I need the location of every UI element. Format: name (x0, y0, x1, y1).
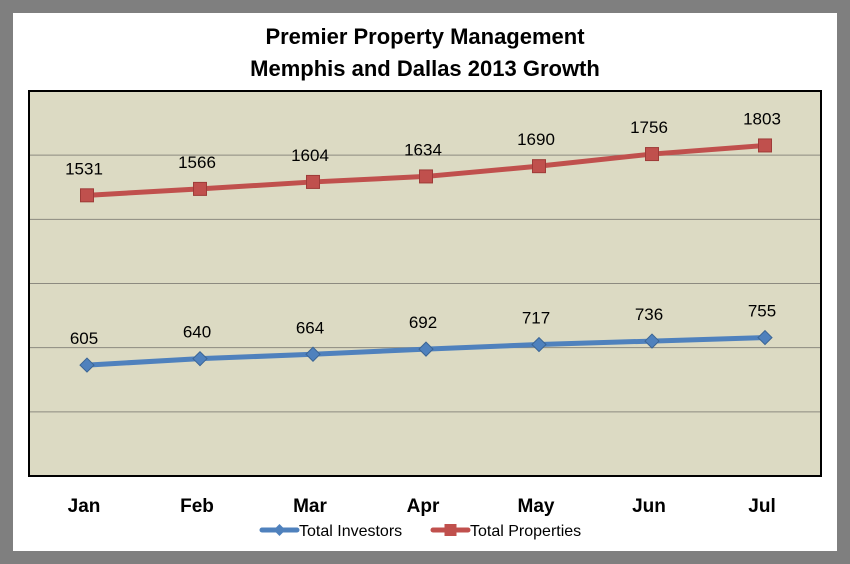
data-label-total-properties-0: 1531 (65, 159, 103, 178)
data-point-total-investors-5 (644, 333, 660, 349)
plot-border (28, 90, 822, 477)
data-label-total-properties-2: 1604 (291, 146, 329, 165)
data-label-total-properties-1: 1566 (178, 153, 216, 172)
legend-marker-total-investors (273, 524, 286, 536)
data-label-total-properties-6: 1803 (743, 109, 781, 128)
legend-label-total-investors: Total Investors (299, 523, 402, 540)
data-label-total-investors-2: 664 (296, 318, 324, 337)
data-point-total-investors-6 (757, 329, 773, 346)
data-point-total-investors-1 (192, 350, 208, 367)
data-label-total-investors-0: 605 (70, 329, 98, 348)
data-label-total-investors-6: 755 (748, 302, 776, 321)
data-label-total-properties-3: 1634 (404, 140, 442, 159)
data-label-total-investors-5: 736 (635, 305, 663, 324)
data-point-total-investors-4 (531, 336, 547, 353)
data-label-total-investors-1: 640 (183, 323, 211, 342)
x-tick-label-jul: Jul (748, 496, 775, 517)
x-tick-label-apr: Apr (407, 496, 440, 517)
chart-subtitle: Memphis and Dallas 2013 Growth (250, 56, 600, 81)
data-point-total-investors-0 (79, 357, 95, 373)
data-label-total-investors-3: 692 (409, 313, 437, 332)
x-tick-label-mar: Mar (293, 496, 327, 517)
data-point-total-properties-4 (532, 159, 546, 174)
x-tick-label-may: May (518, 496, 555, 517)
chart-title-block: Premier Property Management Memphis and … (13, 21, 837, 85)
data-point-total-properties-5 (645, 147, 659, 162)
chart-title: Premier Property Management (265, 24, 585, 49)
data-point-total-properties-1 (193, 181, 207, 196)
legend-label-total-properties: Total Properties (470, 523, 581, 540)
data-point-total-investors-2 (305, 346, 321, 362)
legend-marker-total-properties (444, 524, 457, 536)
data-label-total-investors-4: 717 (522, 309, 550, 328)
data-label-total-properties-4: 1690 (517, 130, 555, 149)
x-tick-label-jun: Jun (632, 496, 666, 517)
x-tick-label-feb: Feb (180, 496, 214, 517)
data-point-total-properties-0 (80, 188, 94, 203)
data-point-total-properties-2 (306, 174, 320, 189)
data-point-total-properties-3 (419, 169, 433, 184)
data-label-total-properties-5: 1756 (630, 118, 668, 137)
x-tick-label-jan: Jan (68, 496, 101, 517)
data-point-total-investors-3 (418, 341, 434, 357)
data-point-total-properties-6 (758, 138, 772, 153)
